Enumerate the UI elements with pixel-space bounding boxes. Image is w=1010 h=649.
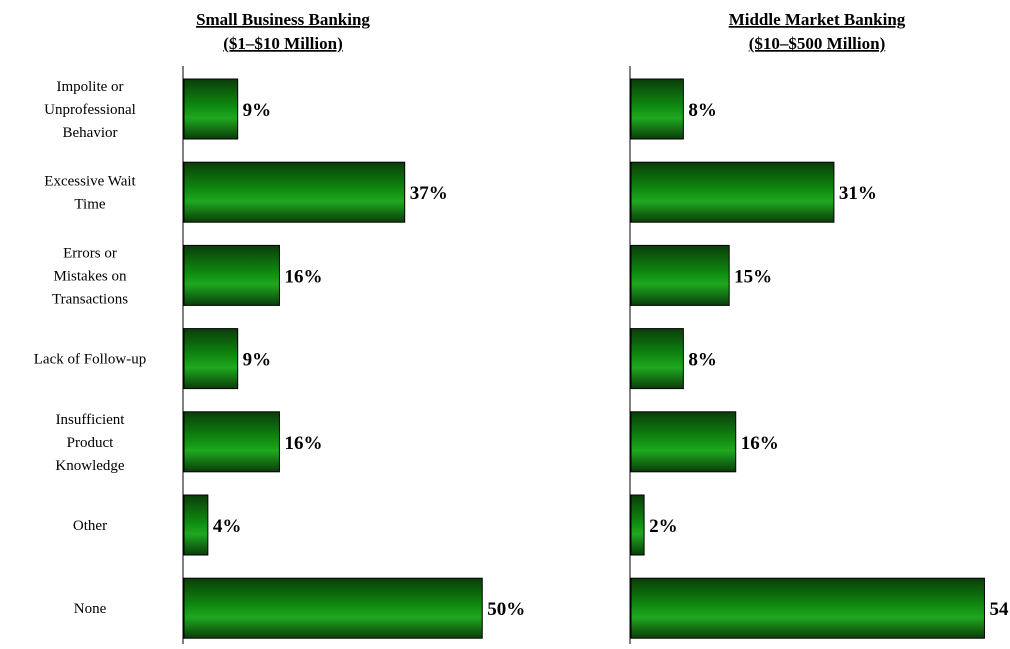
- category-label-5: Other: [73, 518, 107, 534]
- left-bar-4: [183, 411, 280, 473]
- left-value-label-2: 16%: [284, 266, 322, 287]
- right-chart-title-line-1: Middle Market Banking: [729, 10, 906, 29]
- left-value-label-5: 4%: [213, 516, 242, 537]
- left-bar-2: [183, 244, 280, 306]
- category-label-1: Excessive Wait Time: [44, 174, 136, 213]
- category-label-2-line-0: Errors or: [63, 245, 117, 261]
- left-value-label-6: 50%: [487, 599, 525, 620]
- left-chart-title-line-2: ($1–$10 Million): [223, 34, 342, 53]
- category-label-3: Lack of Follow-up: [34, 352, 146, 368]
- left-chart-title-line-1: Small Business Banking: [196, 10, 370, 29]
- left-chart-title: Small Business Banking ($1–$10 Million): [196, 10, 370, 53]
- right-bar-5: [630, 494, 645, 556]
- category-label-4-line-0: Insufficient: [56, 412, 126, 428]
- left-bar-3: [183, 328, 239, 390]
- left-bar-6: [183, 577, 483, 639]
- left-bar-5: [183, 494, 209, 556]
- category-label-2-line-1: Mistakes on: [54, 268, 127, 284]
- category-label-5-line-0: Other: [73, 518, 107, 534]
- category-label-0: Impolite or Unprofessional Behavior: [44, 79, 136, 141]
- category-label-6-line-0: None: [74, 601, 107, 617]
- category-label-4: Insufficient Product Knowledge: [55, 412, 125, 474]
- left-value-label-4: 16%: [284, 433, 322, 454]
- category-label-0-line-1: Unprofessional: [44, 102, 136, 118]
- right-value-label-4: 16%: [741, 433, 779, 454]
- right-bar-4: [630, 411, 737, 473]
- right-chart-title-line-2: ($10–$500 Million): [749, 34, 885, 53]
- left-value-label-3: 9%: [243, 350, 272, 371]
- right-value-label-6: 54%: [989, 599, 1010, 620]
- category-label-1-line-1: Time: [74, 197, 105, 213]
- right-value-label-1: 31%: [839, 183, 877, 204]
- category-label-1-line-0: Excessive Wait: [44, 174, 136, 190]
- right-bar-0: [630, 78, 684, 140]
- left-bar-1: [183, 161, 406, 223]
- category-label-4-line-1: Product: [67, 435, 114, 451]
- right-value-label-0: 8%: [688, 100, 717, 121]
- category-label-6: None: [74, 601, 107, 617]
- category-label-0-line-0: Impolite or: [56, 79, 123, 95]
- category-label-2: Errors or Mistakes on Transactions: [52, 245, 128, 307]
- right-value-label-5: 2%: [649, 516, 678, 537]
- right-bar-2: [630, 244, 730, 306]
- bars-layer: [183, 78, 985, 639]
- right-chart-title: Middle Market Banking ($10–$500 Million): [729, 10, 906, 53]
- left-bar-0: [183, 78, 239, 140]
- category-label-3-line-0: Lack of Follow-up: [34, 352, 146, 368]
- labels-layer: 9% 37% 16% 9% 16% 4% 50% 8% 31% 15% 8% 16% 2% 54% Impo…: [34, 79, 1010, 620]
- category-label-4-line-2: Knowledge: [55, 458, 124, 474]
- category-label-0-line-2: Behavior: [63, 125, 118, 141]
- left-value-label-0: 9%: [243, 100, 272, 121]
- right-value-label-2: 15%: [734, 266, 772, 287]
- left-value-label-1: 37%: [410, 183, 448, 204]
- category-label-2-line-2: Transactions: [52, 291, 128, 307]
- right-value-label-3: 8%: [688, 350, 717, 371]
- right-bar-6: [630, 577, 985, 639]
- right-bar-3: [630, 328, 684, 390]
- right-bar-1: [630, 161, 835, 223]
